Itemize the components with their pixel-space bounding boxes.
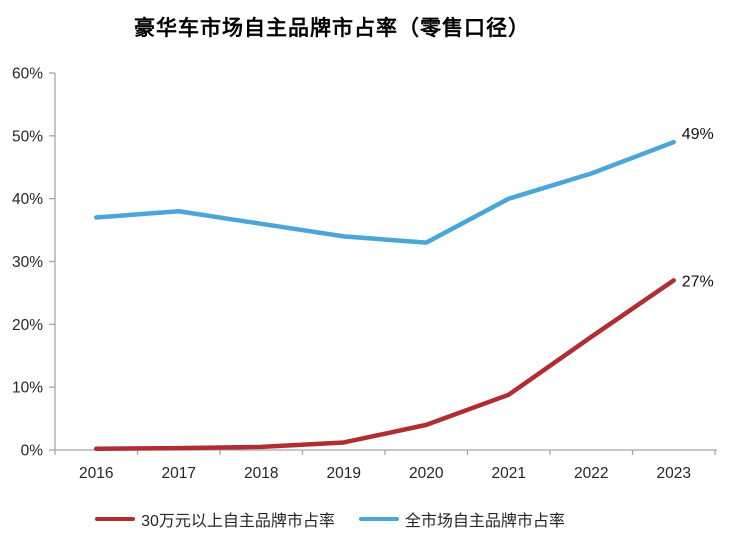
- x-axis-label: 2019: [327, 465, 361, 482]
- legend-line-blue-icon: [358, 517, 399, 521]
- x-axis-label: 2017: [162, 465, 196, 482]
- x-axis-label: 2023: [657, 465, 691, 482]
- legend-item-30wan: 30万元以上自主品牌市占率: [95, 507, 335, 531]
- x-axis-label: 2020: [409, 465, 444, 482]
- series-line-red: [94, 278, 676, 451]
- y-axis-label: 50%: [12, 128, 43, 145]
- y-axis-label: 40%: [12, 191, 43, 208]
- line-chart: 0% 10% 20% 30% 40% 50% 60% 2016 2017 2018 2019 2020…: [12, 66, 717, 482]
- chart-legend: 30万元以上自主品牌市占率 全市场自主品牌市占率: [0, 507, 734, 531]
- legend-item-full-market: 全市场自主品牌市占率: [358, 507, 565, 531]
- legend-line-red-icon: [95, 517, 136, 521]
- series-end-label: 49%: [682, 126, 714, 143]
- series-line-blue: [94, 139, 676, 245]
- legend-label-30wan: 30万元以上自主品牌市占率: [141, 513, 335, 530]
- series-end-label: 27%: [682, 273, 714, 290]
- y-axis-label: 60%: [12, 66, 43, 83]
- legend-label-full-market: 全市场自主品牌市占率: [404, 513, 565, 530]
- y-axis-label: 30%: [12, 254, 43, 271]
- y-axis-label: 0%: [21, 443, 44, 460]
- x-axis-label: 2016: [79, 465, 113, 482]
- x-axis-label: 2021: [492, 465, 526, 482]
- y-axis-label: 10%: [12, 380, 43, 397]
- x-axis-label: 2018: [244, 465, 278, 482]
- chart-title: 豪华车市场自主品牌市占率（零售口径）: [134, 17, 530, 40]
- y-axis-label: 20%: [12, 317, 43, 334]
- x-axis-label: 2022: [574, 465, 608, 482]
